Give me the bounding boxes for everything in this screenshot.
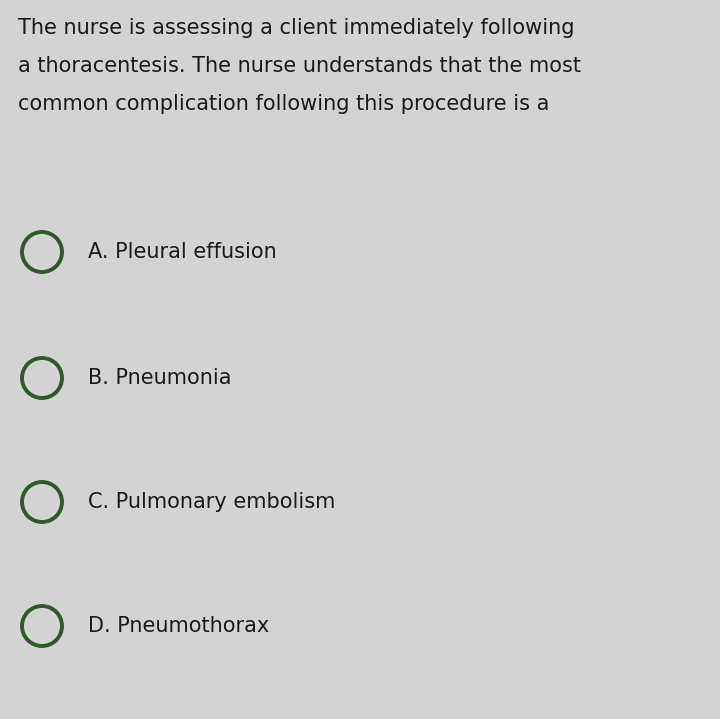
- Text: C. Pulmonary embolism: C. Pulmonary embolism: [88, 492, 336, 512]
- Text: a thoracentesis. The nurse understands that the most: a thoracentesis. The nurse understands t…: [18, 56, 581, 76]
- Text: B. Pneumonia: B. Pneumonia: [88, 368, 232, 388]
- Text: A. Pleural effusion: A. Pleural effusion: [88, 242, 276, 262]
- Text: common complication following this procedure is a: common complication following this proce…: [18, 94, 549, 114]
- Text: The nurse is assessing a client immediately following: The nurse is assessing a client immediat…: [18, 18, 575, 38]
- Text: D. Pneumothorax: D. Pneumothorax: [88, 616, 269, 636]
